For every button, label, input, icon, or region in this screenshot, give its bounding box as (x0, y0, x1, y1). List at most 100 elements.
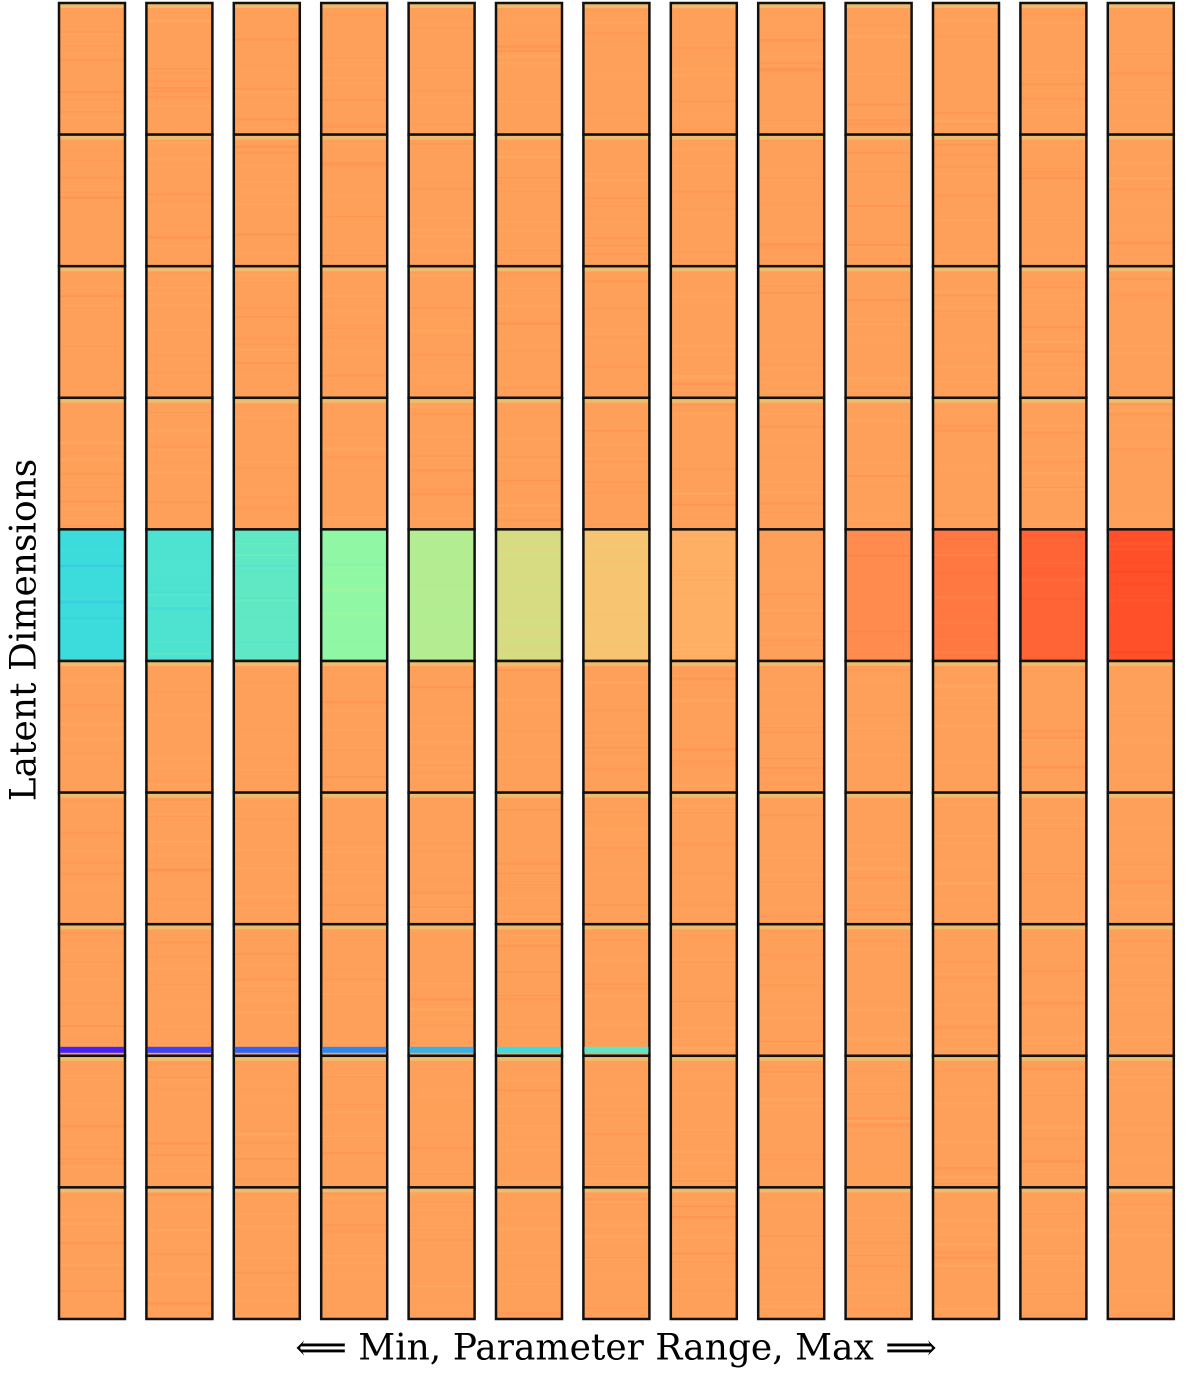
heatmap-stripe (933, 424, 999, 428)
heatmap-stripe (933, 294, 999, 297)
heatmap-stripe (321, 584, 388, 587)
heatmap-column-3 (232, 1, 302, 1321)
heatmap-stripe (670, 382, 737, 386)
heatmap-band (583, 1188, 650, 1193)
heatmap-stripe (321, 271, 388, 274)
heatmap-stripe (321, 195, 388, 198)
heatmap-stripe (496, 1128, 562, 1131)
heatmap-stripe (670, 1092, 737, 1096)
heatmap-band (670, 267, 737, 272)
heatmap-stripe (233, 1133, 300, 1136)
heatmap-stripe (59, 1268, 125, 1271)
heatmap-stripe (933, 381, 999, 383)
heatmap-stripe (758, 814, 825, 817)
heatmap-stripe (933, 762, 999, 764)
heatmap-band (845, 135, 912, 140)
heatmap-cell (408, 924, 475, 1056)
heatmap-stripe (321, 1110, 388, 1114)
heatmap-band (233, 398, 300, 403)
heatmap-stripe (670, 492, 737, 495)
heatmap-stripe (408, 123, 475, 126)
heatmap-stripe (1020, 469, 1087, 471)
heatmap-stripe (670, 1167, 737, 1171)
heatmap-stripe (408, 317, 475, 320)
heatmap-cell-border (319, 1186, 389, 1321)
heatmap-stripe (59, 1158, 125, 1161)
heatmap-stripe (59, 116, 125, 119)
heatmap-stripe (758, 429, 825, 432)
heatmap-stripe (583, 21, 650, 24)
heatmap-stripe (496, 1228, 562, 1232)
heatmap-cell (845, 792, 912, 925)
heatmap-cell (59, 397, 125, 530)
heatmap-stripe (670, 1000, 737, 1003)
heatmap-stripe (321, 709, 388, 712)
heatmap-stripe (845, 35, 912, 38)
heatmap-stripe (59, 286, 125, 289)
heatmap-stripe (321, 143, 388, 145)
heatmap-stripe (933, 976, 999, 978)
heatmap-band (233, 1056, 300, 1061)
heatmap-stripe (1020, 578, 1087, 582)
heatmap-stripe (408, 894, 475, 897)
heatmap-stripe (321, 228, 388, 231)
heatmap-cell (845, 1055, 912, 1188)
heatmap-stripe (408, 1095, 475, 1099)
heatmap-stripe (583, 1202, 650, 1204)
heatmap-stripe (321, 978, 388, 981)
heatmap-stripe (933, 553, 999, 556)
heatmap-stripe (1107, 1233, 1174, 1237)
heatmap-cell (233, 266, 300, 398)
heatmap-band (496, 267, 562, 272)
heatmap-stripe (845, 275, 912, 279)
heatmap-stripe (233, 1284, 300, 1286)
heatmap-stripe (321, 125, 388, 128)
heatmap-stripe (59, 1161, 125, 1165)
heatmap-band (670, 925, 737, 930)
heatmap-stripe (670, 1252, 737, 1255)
heatmap-stripe (670, 7, 737, 9)
heatmap-stripe (496, 479, 562, 482)
heatmap-stripe (496, 458, 562, 462)
heatmap-stripe (146, 591, 213, 595)
heatmap-stripe (933, 144, 999, 146)
heatmap-stripe (233, 1152, 300, 1155)
heatmap-stripe (758, 456, 825, 459)
heatmap-band (670, 398, 737, 403)
heatmap-stripe (583, 1202, 650, 1206)
heatmap-stripe (146, 445, 213, 449)
heatmap-stripe (1020, 21, 1087, 24)
heatmap-stripe (1107, 713, 1174, 717)
heatmap-band (1107, 1056, 1174, 1061)
heatmap-stripe (321, 700, 388, 704)
heatmap-band (408, 925, 475, 930)
heatmap-stripe (1107, 1123, 1174, 1126)
heatmap-stripe (146, 1027, 213, 1031)
heatmap-stripe (845, 419, 912, 423)
heatmap-stripe (146, 413, 213, 415)
heatmap-stripe (146, 1133, 213, 1136)
heatmap-cell (1107, 924, 1174, 1056)
heatmap-stripe (408, 906, 475, 909)
heatmap-stripe (670, 598, 737, 601)
heatmap-band (1020, 4, 1087, 8)
heatmap-stripe (408, 746, 475, 750)
heatmap-stripe (496, 665, 562, 669)
heatmap-band (1107, 267, 1174, 272)
heatmap-cell (321, 266, 388, 398)
heatmap-stripe (845, 1241, 912, 1245)
heatmap-stripe (1020, 1137, 1087, 1140)
heatmap-stripe (845, 334, 912, 338)
heatmap-stripe (496, 1307, 562, 1310)
heatmap-cell (670, 397, 737, 530)
heatmap-band (233, 4, 300, 8)
heatmap-cell (670, 661, 737, 793)
heatmap-stripe (583, 1256, 650, 1258)
heatmap-stripe (496, 386, 562, 389)
heatmap-stripe (845, 1133, 912, 1135)
heatmap-stripe (1020, 490, 1087, 493)
heatmap-cell-border (407, 1186, 476, 1321)
heatmap-cell (321, 1187, 388, 1319)
heatmap-stripe (583, 236, 650, 239)
heatmap-band (670, 1056, 737, 1061)
